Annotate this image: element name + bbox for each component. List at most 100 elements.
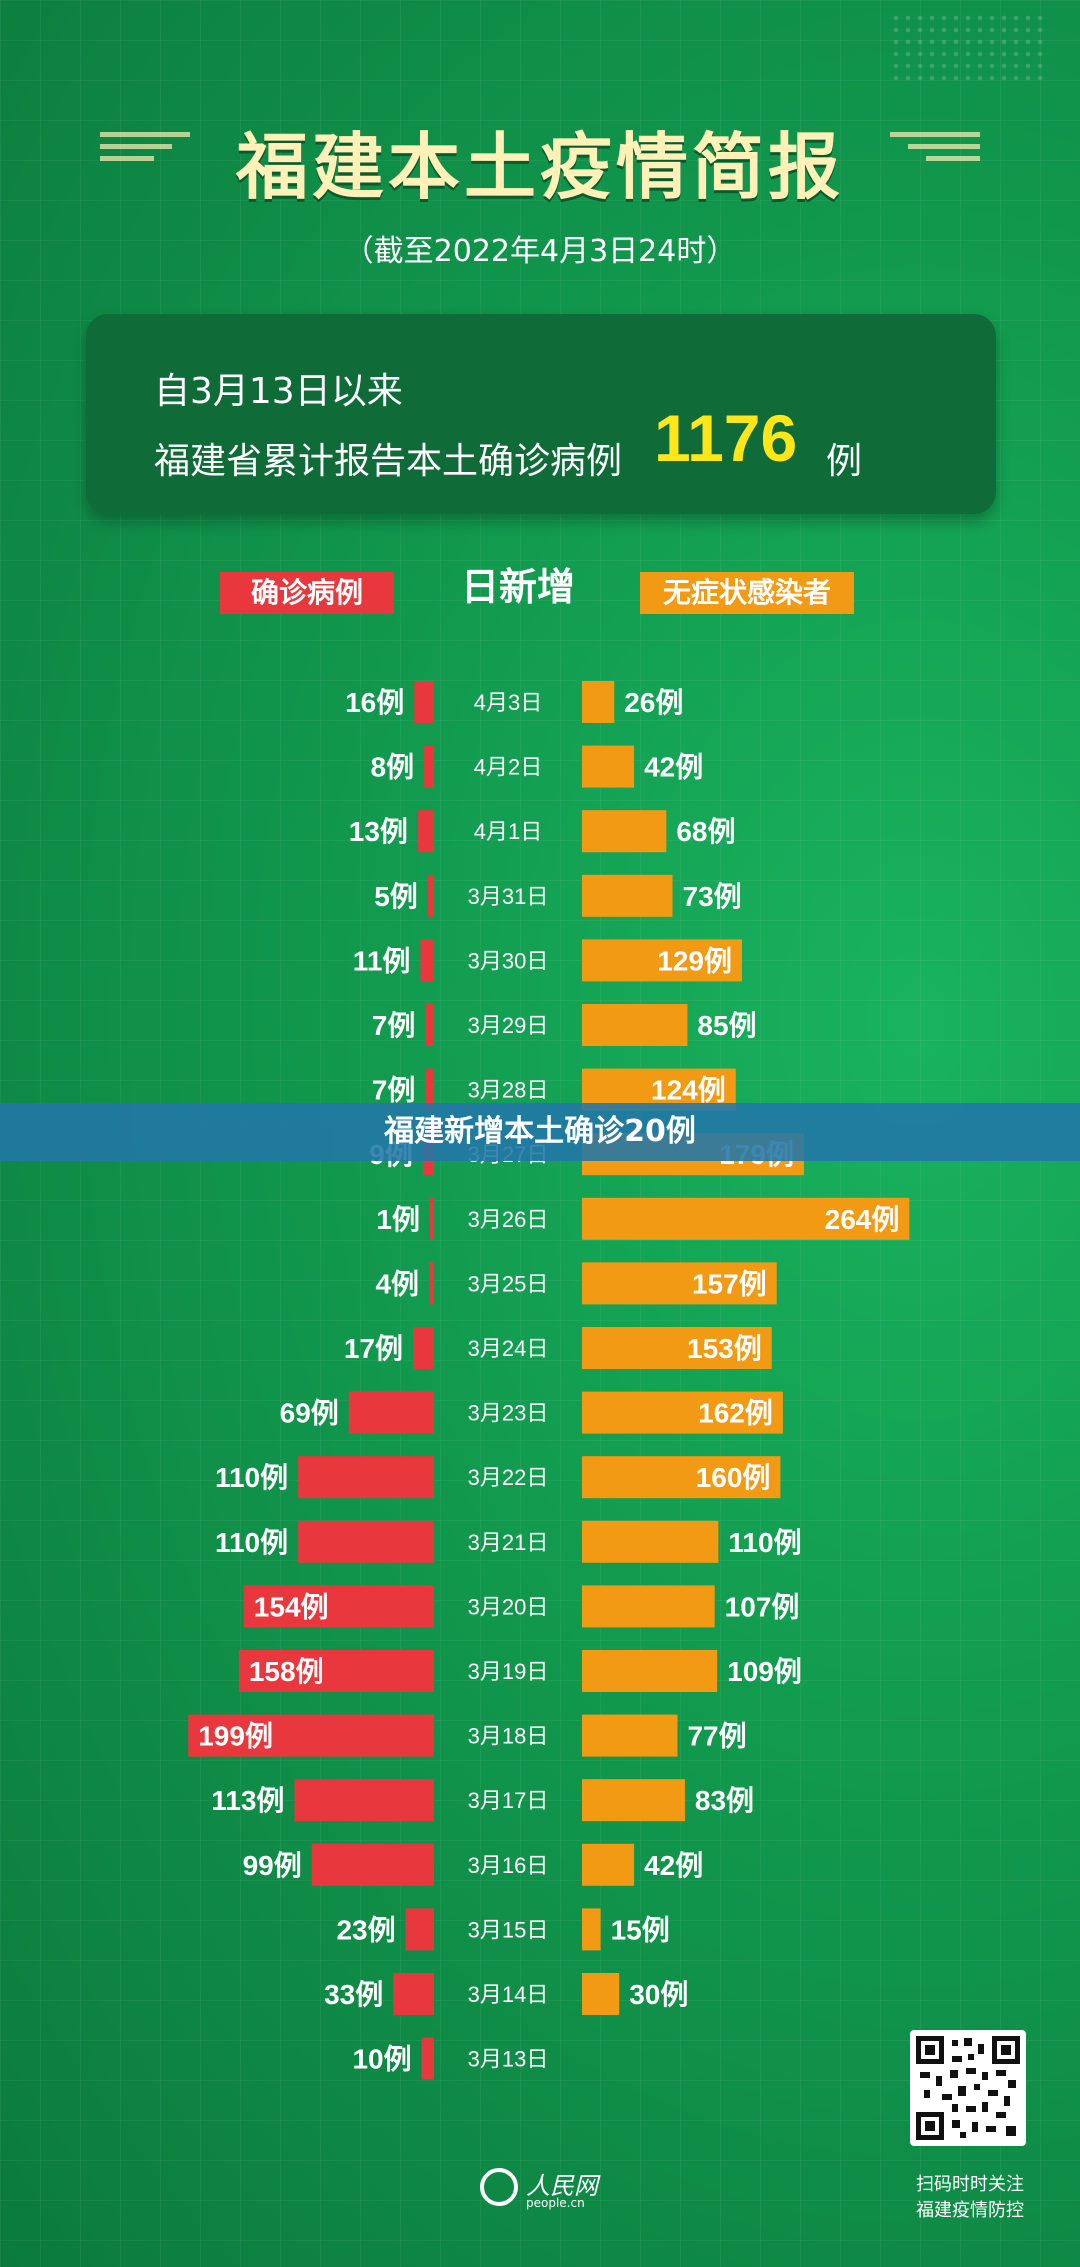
confirmed-value-label: 23例 xyxy=(336,1914,395,1945)
asymptomatic-bar xyxy=(582,1908,601,1951)
asymptomatic-bar xyxy=(582,874,673,917)
page-subtitle: （截至2022年4月3日24时） xyxy=(343,234,737,269)
confirmed-bar xyxy=(294,1779,434,1822)
asymptomatic-bar xyxy=(582,1197,910,1240)
date-label: 3月29日 xyxy=(468,1013,549,1038)
confirmed-bar xyxy=(188,1714,434,1757)
asymptomatic-bar xyxy=(582,1327,772,1369)
summary-total: 1176 xyxy=(654,401,798,475)
confirmed-bar xyxy=(414,681,434,723)
confirmed-value-label: 1例 xyxy=(376,1204,420,1235)
confirmed-bar xyxy=(393,1973,434,2015)
confirmed-bar xyxy=(243,1585,434,1628)
asymptomatic-value-label: 30例 xyxy=(629,1979,688,2010)
confirmed-bar xyxy=(238,1650,434,1692)
confirmed-value-label: 99例 xyxy=(243,1850,302,1881)
confirmed-bar xyxy=(424,745,434,788)
confirmed-value-label: 33例 xyxy=(324,1979,383,2010)
summary-since: 自3月13日以来 xyxy=(154,371,403,412)
date-label: 3月31日 xyxy=(468,884,549,909)
asymptomatic-value-label: 107例 xyxy=(725,1591,800,1622)
date-label: 3月20日 xyxy=(468,1594,549,1619)
confirmed-bar xyxy=(420,939,434,982)
confirmed-bar xyxy=(311,1843,434,1886)
confirmed-value-label: 13例 xyxy=(349,816,408,847)
summary-card: 自3月13日以来 福建省累计报告本土确诊病例 1176 例 xyxy=(86,314,996,514)
headline-banner: 福建新增本土确诊20例 xyxy=(0,1103,1080,1161)
date-label: 3月21日 xyxy=(468,1530,549,1555)
date-label: 3月19日 xyxy=(468,1659,549,1684)
asymptomatic-value-label: 42例 xyxy=(644,1850,703,1881)
confirmed-value-label: 17例 xyxy=(344,1333,403,1364)
asymptomatic-value-label: 26例 xyxy=(624,687,683,718)
asymptomatic-value-label: 68例 xyxy=(676,816,735,847)
logo-name: 人民网 xyxy=(526,2172,598,2200)
logo-url: people.cn xyxy=(526,2196,585,2210)
confirmed-value-label: 69例 xyxy=(280,1398,339,1429)
qr-caption: 扫码时时关注 福建疫情防控 xyxy=(890,2172,1050,2224)
confirmed-bar xyxy=(348,1391,434,1434)
asymptomatic-bar xyxy=(582,1585,715,1628)
headline-text: 福建新增本土确诊20例 xyxy=(384,1114,696,1149)
date-label: 3月24日 xyxy=(468,1336,549,1361)
confirmed-bar xyxy=(430,1197,434,1240)
confirmed-bar xyxy=(413,1327,434,1369)
confirmed-value-label: 7例 xyxy=(372,1010,416,1041)
summary-unit: 例 xyxy=(826,441,863,482)
asymptomatic-value-label: 109例 xyxy=(727,1656,802,1687)
asymptomatic-bar xyxy=(582,1520,719,1563)
date-label: 3月16日 xyxy=(468,1853,549,1878)
asymptomatic-bar xyxy=(582,1004,688,1046)
asymptomatic-bar xyxy=(582,1650,718,1692)
confirmed-value-label: 5例 xyxy=(374,881,418,912)
asymptomatic-value-label: 264例 xyxy=(825,1204,900,1235)
legend-confirmed: 确诊病例 xyxy=(220,572,394,614)
legend-asymptomatic: 无症状感染者 xyxy=(640,572,854,614)
date-label: 3月25日 xyxy=(468,1271,549,1296)
asymptomatic-bar xyxy=(582,1973,620,2015)
asymptomatic-value-label: 124例 xyxy=(651,1075,726,1106)
asymptomatic-bar xyxy=(582,1262,777,1305)
confirmed-value-label: 8例 xyxy=(371,752,415,783)
date-label: 3月23日 xyxy=(468,1401,549,1426)
confirmed-bar xyxy=(298,1520,434,1563)
confirmed-bar xyxy=(425,1068,434,1111)
confirmed-value-label: 110例 xyxy=(215,1527,288,1558)
page-title: 福建本土疫情简报 xyxy=(235,124,844,209)
chart-title: 日新增 xyxy=(460,565,575,609)
asymptomatic-bar xyxy=(582,1779,685,1822)
confirmed-value-label: 10例 xyxy=(352,2044,411,2075)
asymptomatic-value-label: 129例 xyxy=(657,945,732,976)
qr-code-graphic xyxy=(916,2036,1020,2140)
date-label: 3月30日 xyxy=(468,948,549,973)
asymptomatic-value-label: 83例 xyxy=(695,1785,754,1816)
date-label: 3月13日 xyxy=(468,2047,549,2072)
confirmed-bar xyxy=(417,810,434,853)
summary-label: 福建省累计报告本土确诊病例 xyxy=(154,441,623,482)
confirmed-bar xyxy=(421,2037,434,2080)
qr-caption-line1: 扫码时时关注 xyxy=(916,2174,1024,2195)
asymptomatic-value-label: 157例 xyxy=(692,1268,767,1299)
date-label: 3月14日 xyxy=(468,1982,549,2007)
confirmed-value-label: 154例 xyxy=(254,1591,329,1622)
date-label: 3月17日 xyxy=(468,1788,549,1813)
asymptomatic-value-label: 85例 xyxy=(697,1010,756,1041)
asymptomatic-bar xyxy=(582,681,615,723)
qr-caption-line2: 福建疫情防控 xyxy=(916,2200,1024,2221)
asymptomatic-value-label: 42例 xyxy=(644,752,703,783)
date-label: 3月26日 xyxy=(468,1207,549,1232)
asymptomatic-value-label: 160例 xyxy=(696,1462,771,1493)
asymptomatic-value-label: 153例 xyxy=(687,1333,762,1364)
asymptomatic-value-label: 77例 xyxy=(687,1721,746,1752)
qr-code-icon xyxy=(910,2030,1026,2146)
confirmed-value-label: 11例 xyxy=(353,945,411,976)
confirmed-value-label: 158例 xyxy=(249,1656,324,1687)
confirmed-value-label: 113例 xyxy=(211,1785,284,1816)
date-label: 3月15日 xyxy=(468,1917,549,1942)
asymptomatic-bar xyxy=(582,1456,781,1499)
confirmed-bar xyxy=(405,1908,434,1951)
confirmed-value-label: 16例 xyxy=(345,687,404,718)
logo-circle-icon xyxy=(480,2168,518,2206)
asymptomatic-bar xyxy=(582,939,742,982)
asymptomatic-value-label: 73例 xyxy=(683,881,742,912)
